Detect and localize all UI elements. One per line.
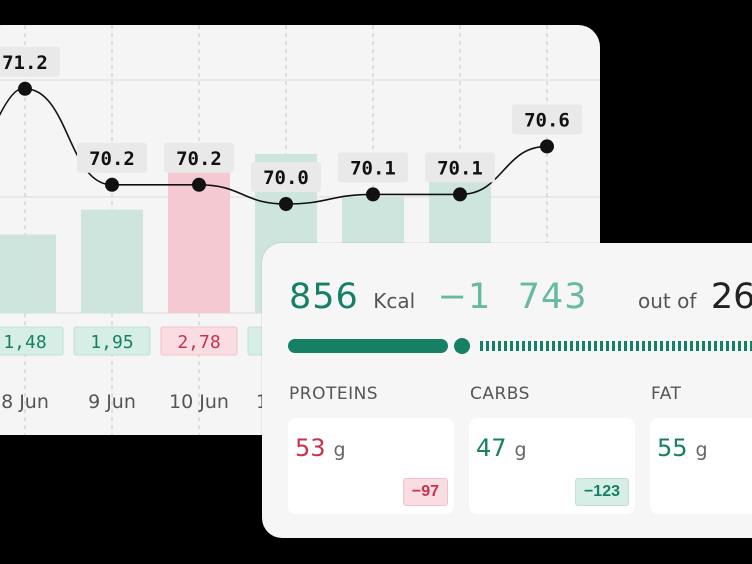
- calorie-progress-fill: [288, 339, 448, 353]
- calorie-progress-remaining: [480, 341, 752, 351]
- proteins-value: 53: [295, 434, 326, 462]
- carbs-value: 47: [476, 434, 507, 462]
- weight-point: [540, 139, 554, 153]
- macro-card-fat[interactable]: 55 g: [650, 418, 752, 514]
- kcal-goal: 26: [711, 277, 752, 317]
- eaten-kcal-value: 856: [289, 277, 359, 317]
- macro-value-row: 47 g: [476, 434, 527, 462]
- kcal-remaining: 743: [518, 277, 588, 317]
- weight-point: [18, 82, 32, 96]
- bar-value-label: 1,48: [3, 332, 46, 353]
- weight-point: [366, 187, 380, 201]
- bar-value-label: 1,95: [90, 332, 133, 353]
- date-label: 8 Jun: [1, 391, 49, 413]
- bar: [81, 210, 143, 313]
- out-of-label: out of: [638, 289, 696, 313]
- kcal-delta: −1: [438, 277, 492, 317]
- calorie-summary-row: 856 Kcal −1 743 out of 26: [289, 277, 752, 317]
- bar: [0, 235, 56, 313]
- kcal-unit: Kcal: [373, 289, 415, 313]
- macro-label-carbs: CARBS: [470, 384, 530, 404]
- fat-value: 55: [657, 434, 688, 462]
- carbs-unit: g: [515, 439, 527, 461]
- macro-card-proteins[interactable]: 53 g −97: [288, 418, 454, 514]
- date-label: 9 Jun: [88, 391, 136, 413]
- weight-value-label: 70.0: [263, 167, 309, 189]
- nutrition-summary-card: 856 Kcal −1 743 out of 26 PROTEINS CARBS…: [262, 243, 752, 538]
- macro-label-fat: FAT: [651, 384, 681, 404]
- weight-value-label: 70.1: [437, 157, 483, 179]
- calorie-progress-knob[interactable]: [454, 338, 470, 354]
- weight-value-label: 70.1: [350, 157, 396, 179]
- weight-value-label: 70.2: [89, 148, 135, 170]
- macro-value-row: 55 g: [657, 434, 708, 462]
- weight-point: [105, 178, 119, 192]
- weight-value-label: 71.2: [2, 52, 48, 74]
- proteins-delta-badge: −97: [403, 478, 448, 506]
- weight-value-label: 70.6: [524, 109, 570, 131]
- macro-card-carbs[interactable]: 47 g −123: [469, 418, 635, 514]
- fat-unit: g: [696, 439, 708, 461]
- weight-point: [192, 178, 206, 192]
- weight-point: [279, 197, 293, 211]
- macro-label-proteins: PROTEINS: [289, 384, 378, 404]
- weight-point: [453, 187, 467, 201]
- date-label: 10 Jun: [169, 391, 229, 413]
- macro-value-row: 53 g: [295, 434, 346, 462]
- bar-value-label: 2,78: [177, 332, 220, 353]
- proteins-unit: g: [334, 439, 346, 461]
- weight-value-label: 70.2: [176, 148, 222, 170]
- carbs-delta-badge: −123: [575, 478, 629, 506]
